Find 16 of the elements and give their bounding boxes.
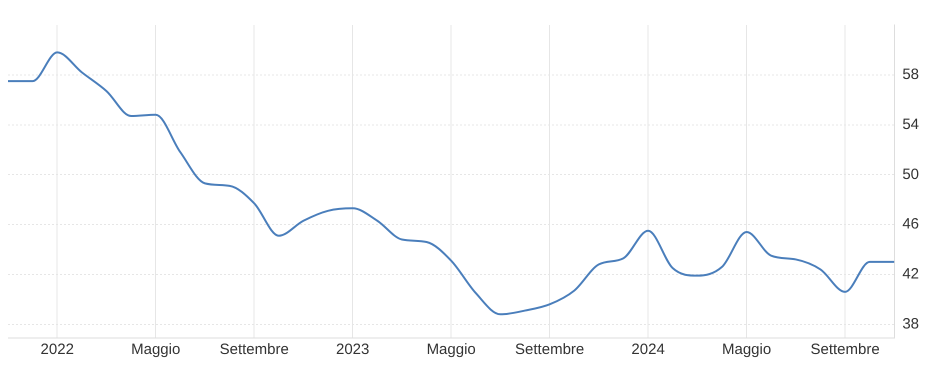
x-tick-label: 2024 [631, 341, 665, 358]
x-tick-label: Maggio [426, 341, 476, 358]
x-tick-label: Settembre [220, 341, 289, 358]
x-tick-label: Maggio [722, 341, 772, 358]
y-tick-label: 58 [902, 66, 920, 84]
x-tick-label: 2023 [336, 341, 370, 358]
y-tick-label: 50 [902, 166, 920, 183]
y-tick-label: 38 [902, 315, 920, 332]
x-tick-label: Maggio [131, 341, 180, 358]
x-tick-label: 2022 [40, 341, 74, 358]
x-tick-label: Settembre [515, 341, 584, 358]
x-tick-label: Settembre [810, 341, 880, 358]
line-series [8, 51, 894, 316]
y-tick-label: 46 [902, 216, 920, 233]
y-tick-label: 54 [902, 116, 920, 133]
y-tick-label: 42 [902, 266, 920, 283]
